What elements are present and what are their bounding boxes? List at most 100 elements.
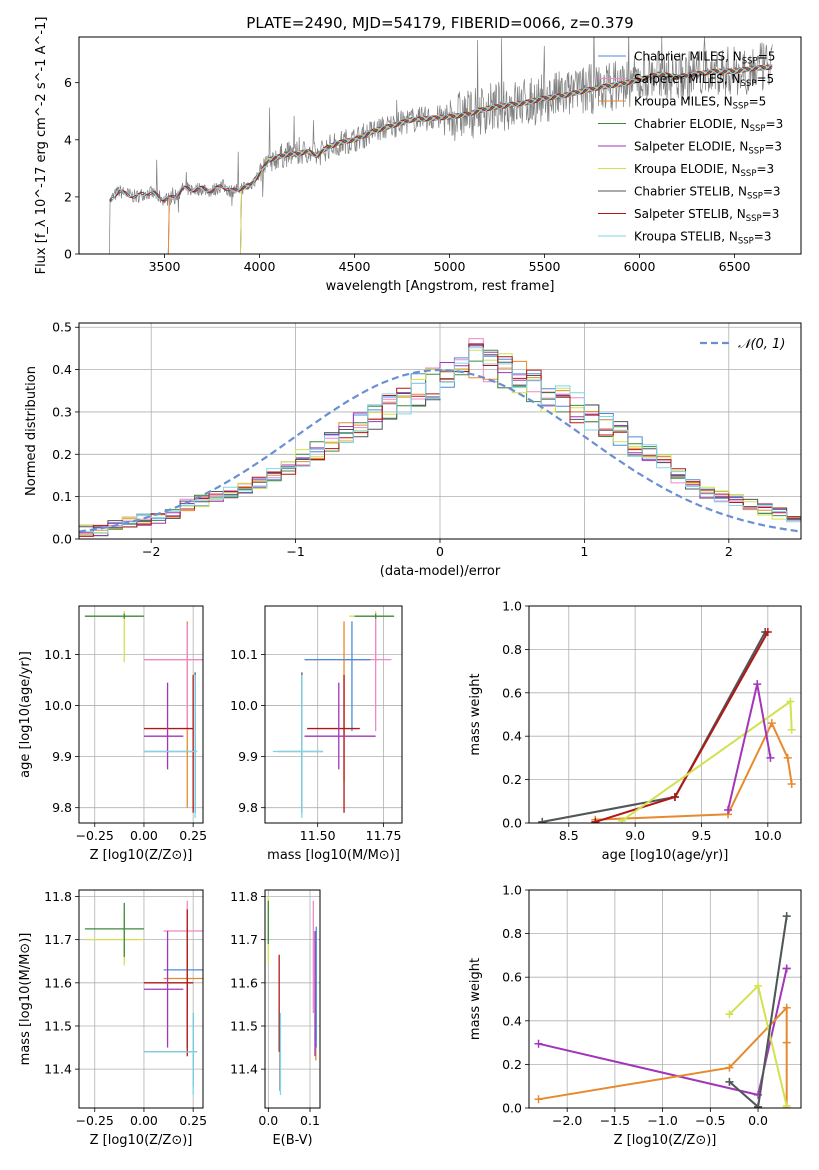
axes-frame bbox=[528, 605, 802, 824]
x-tick-label: 10.0 bbox=[754, 828, 782, 843]
x-axis-label: Z [log10(Z/Z⊙)] bbox=[614, 1133, 717, 1148]
plot-area bbox=[272, 611, 395, 818]
x-tick-label: 6500 bbox=[719, 259, 751, 274]
x-axis-label: Z [log10(Z/Z⊙)] bbox=[90, 848, 193, 863]
normal-curve bbox=[79, 368, 801, 533]
x-axis-label: age [log10(age/yr)] bbox=[602, 848, 729, 863]
spectrum-model-line bbox=[109, 64, 772, 204]
weight-marker bbox=[670, 792, 679, 801]
legend-suffix: =3 bbox=[756, 162, 774, 176]
weight-line bbox=[595, 720, 793, 821]
axes-frame bbox=[78, 322, 802, 540]
panel-age_vs_Z: −0.25 0.00 0.25 9.8 9.9 10.0 10.1 Z [log10(Z/Z⊙… bbox=[18, 605, 207, 863]
x-tick-label: 0.00 bbox=[130, 1113, 158, 1128]
plot-area bbox=[109, 37, 773, 254]
x-tick-label: 6000 bbox=[624, 259, 656, 274]
y-tick-label: 0.0 bbox=[52, 532, 72, 547]
x-tick-label: 9.5 bbox=[692, 828, 712, 843]
plot-area bbox=[534, 912, 791, 1108]
weight-marker bbox=[724, 805, 733, 814]
y-tick-label: 0 bbox=[64, 247, 72, 262]
y-tick-label: 10.1 bbox=[44, 647, 72, 662]
y-tick-label: 9.8 bbox=[238, 800, 258, 815]
legend-subscript: SSP bbox=[738, 237, 754, 247]
weight-line bbox=[621, 699, 793, 822]
legend-entry: 𝒩(0, 1) bbox=[738, 337, 785, 352]
y-tick-label: 0.3 bbox=[52, 404, 72, 419]
legend-subscript: SSP bbox=[746, 214, 762, 224]
y-tick-label: 0.2 bbox=[52, 447, 72, 462]
y-tick-label: 1.0 bbox=[502, 883, 522, 898]
weight-marker bbox=[725, 1010, 734, 1019]
panel-spectrum: 3500 4000 4500 5000 5500 6000 6500 0 2 4 6 waveleng… bbox=[34, 17, 802, 294]
legend-subscript: SSP bbox=[741, 169, 757, 179]
y-tick-label: 10.0 bbox=[44, 698, 72, 713]
legend-suffix: =3 bbox=[763, 185, 781, 199]
x-tick-label: 5000 bbox=[434, 259, 466, 274]
y-axis-label: mass weight bbox=[468, 673, 483, 755]
y-tick-label: 0.4 bbox=[502, 729, 522, 744]
y-tick-label: 9.9 bbox=[238, 749, 258, 764]
legend-suffix: =3 bbox=[766, 117, 784, 131]
y-tick-label: 11.8 bbox=[44, 889, 72, 904]
legend-suffix: =5 bbox=[758, 50, 776, 64]
panel-weight_vs_age: 8.5 9.0 9.5 10.0 0.0 0.2 0.4 0.6 0.8 1.0 age [log1… bbox=[468, 599, 802, 863]
legend-subscript: SSP bbox=[747, 192, 763, 202]
histogram-step-line bbox=[79, 347, 801, 534]
y-tick-label: 0.8 bbox=[502, 642, 522, 657]
y-tick-label: 0.1 bbox=[52, 489, 72, 504]
axes-frame bbox=[78, 889, 204, 1109]
legend-suffix: =5 bbox=[756, 72, 774, 86]
y-axis-label: mass [log10(M/M⊙)] bbox=[18, 933, 33, 1066]
y-tick-label: 10.0 bbox=[230, 698, 258, 713]
weight-marker bbox=[753, 680, 762, 689]
y-tick-label: 0.4 bbox=[52, 362, 72, 377]
axes-frame bbox=[78, 605, 204, 824]
x-tick-label: −1 bbox=[286, 544, 304, 559]
y-tick-label: 0.0 bbox=[502, 1101, 522, 1116]
legend-entry: Chabrier STELIB, NSSP=3 bbox=[634, 185, 781, 202]
y-tick-label: 11.4 bbox=[230, 1062, 258, 1077]
y-tick-label: 6 bbox=[64, 75, 72, 90]
y-tick-label: 11.7 bbox=[44, 932, 72, 947]
y-tick-label: 0.6 bbox=[502, 970, 522, 985]
y-tick-label: 0.5 bbox=[52, 320, 72, 335]
axes-frame bbox=[528, 889, 802, 1109]
legend-suffix: =5 bbox=[749, 95, 767, 109]
y-tick-label: 11.6 bbox=[44, 975, 72, 990]
y-tick-label: 11.8 bbox=[230, 889, 258, 904]
x-tick-label: 0.25 bbox=[179, 1113, 207, 1128]
legend-suffix: =3 bbox=[754, 230, 772, 244]
x-tick-label: 11.75 bbox=[366, 828, 402, 843]
plot-area bbox=[84, 900, 203, 1096]
plot-area bbox=[79, 338, 801, 537]
y-axis-label: age [log10(age/yr)] bbox=[18, 651, 33, 778]
weight-marker bbox=[782, 1101, 791, 1108]
y-tick-label: 2 bbox=[64, 189, 72, 204]
x-tick-label: 5500 bbox=[529, 259, 561, 274]
weight-marker bbox=[725, 1063, 734, 1072]
legend-entry: Salpeter ELODIE, NSSP=3 bbox=[634, 140, 782, 157]
legend-suffix: =3 bbox=[764, 140, 782, 154]
y-tick-label: 9.8 bbox=[52, 800, 72, 815]
x-tick-label: −1.5 bbox=[600, 1113, 630, 1128]
y-tick-label: 0.2 bbox=[502, 1057, 522, 1072]
legend-entry: Chabrier ELODIE, NSSP=3 bbox=[634, 117, 783, 134]
x-tick-label: 0.0 bbox=[258, 1113, 278, 1128]
x-tick-label: −2.0 bbox=[552, 1113, 582, 1128]
weight-marker bbox=[783, 753, 792, 762]
weight-marker bbox=[617, 816, 626, 823]
weight-marker bbox=[767, 719, 776, 728]
x-tick-label: −0.25 bbox=[76, 828, 114, 843]
x-tick-label: 0 bbox=[436, 544, 444, 559]
legend-subscript: SSP bbox=[748, 147, 764, 157]
legend-subscript: SSP bbox=[742, 57, 758, 67]
weight-marker bbox=[538, 817, 547, 823]
x-tick-label: −2 bbox=[142, 544, 160, 559]
legend-subscript: SSP bbox=[750, 124, 766, 134]
y-tick-label: 0.6 bbox=[502, 685, 522, 700]
legend-suffix: =3 bbox=[762, 207, 780, 221]
y-tick-label: 11.7 bbox=[230, 932, 258, 947]
weight-marker bbox=[591, 817, 600, 823]
